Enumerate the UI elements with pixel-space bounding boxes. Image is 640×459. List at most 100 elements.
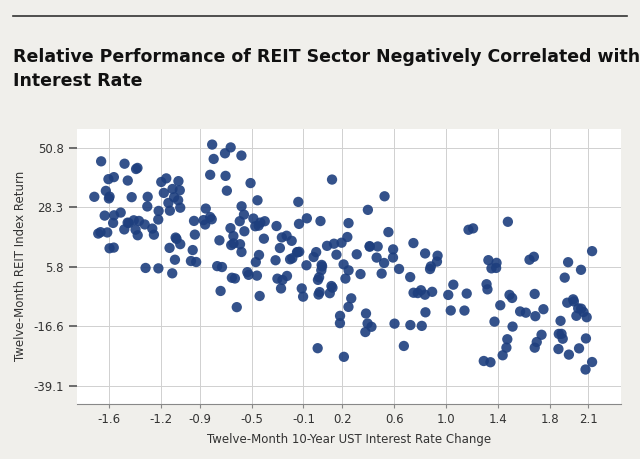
Point	[365, 243, 375, 251]
Point	[108, 219, 118, 227]
Point	[154, 207, 164, 215]
Point	[379, 259, 389, 267]
Point	[175, 187, 185, 194]
Point	[501, 344, 511, 351]
Point	[420, 291, 430, 298]
Point	[388, 246, 398, 253]
Point	[123, 177, 133, 184]
Point	[530, 313, 540, 320]
Point	[515, 308, 525, 315]
Point	[329, 240, 339, 247]
Point	[376, 270, 387, 277]
Point	[89, 193, 99, 201]
Point	[104, 195, 114, 202]
Point	[317, 263, 327, 270]
Point	[191, 258, 201, 266]
Point	[254, 252, 264, 259]
Point	[481, 280, 492, 288]
Point	[170, 234, 180, 241]
Point	[340, 275, 351, 282]
Point	[308, 253, 319, 261]
Point	[232, 303, 242, 311]
Point	[344, 219, 354, 227]
Point	[109, 212, 119, 219]
Point	[335, 312, 345, 319]
Point	[149, 231, 159, 238]
Point	[225, 144, 236, 151]
Point	[405, 321, 415, 329]
Point	[161, 175, 172, 182]
Point	[252, 272, 262, 280]
Point	[529, 290, 540, 297]
Point	[205, 171, 215, 179]
Point	[175, 204, 186, 211]
Point	[147, 225, 157, 232]
Point	[301, 215, 312, 222]
Point	[562, 299, 572, 307]
Point	[461, 290, 472, 297]
Point	[569, 298, 579, 305]
Point	[582, 313, 592, 321]
Point	[172, 235, 182, 243]
Point	[394, 265, 404, 273]
Point	[504, 291, 515, 298]
Point	[216, 287, 226, 295]
Point	[153, 216, 163, 223]
Point	[479, 357, 489, 364]
Point	[173, 178, 184, 185]
Point	[363, 206, 373, 213]
Point	[120, 160, 130, 168]
Point	[371, 254, 381, 261]
X-axis label: Twelve-Month 10-Year UST Interest Rate Change: Twelve-Month 10-Year UST Interest Rate C…	[207, 433, 491, 446]
Point	[93, 230, 104, 237]
Point	[491, 264, 501, 272]
Point	[296, 285, 307, 292]
Point	[337, 239, 347, 246]
Point	[343, 303, 353, 311]
Point	[96, 157, 106, 165]
Point	[207, 216, 217, 223]
Point	[389, 320, 399, 327]
Point	[327, 284, 337, 291]
Point	[132, 232, 143, 239]
Point	[217, 263, 227, 271]
Point	[282, 272, 292, 280]
Point	[463, 226, 474, 234]
Point	[557, 335, 568, 342]
Point	[292, 249, 303, 256]
Point	[383, 229, 394, 236]
Point	[408, 240, 419, 247]
Point	[170, 256, 180, 263]
Point	[587, 247, 597, 255]
Point	[292, 248, 302, 256]
Point	[399, 342, 409, 350]
Point	[132, 164, 143, 172]
Point	[495, 302, 506, 309]
Point	[186, 257, 196, 265]
Point	[156, 178, 166, 185]
Point	[355, 270, 365, 278]
Point	[250, 223, 260, 230]
Point	[351, 251, 362, 258]
Point	[236, 202, 246, 210]
Point	[572, 312, 582, 319]
Point	[230, 275, 240, 282]
Point	[425, 265, 435, 273]
Point	[579, 308, 589, 316]
Point	[316, 267, 326, 274]
Point	[335, 319, 345, 327]
Point	[405, 274, 415, 281]
Point	[245, 179, 255, 187]
Point	[360, 328, 371, 336]
Point	[576, 266, 586, 274]
Point	[576, 305, 586, 312]
Point	[426, 263, 436, 270]
Point	[109, 244, 119, 251]
Point	[271, 257, 281, 264]
Point	[492, 259, 502, 267]
Point	[507, 294, 517, 302]
Point	[532, 338, 542, 346]
Point	[448, 281, 458, 288]
Point	[275, 244, 285, 252]
Point	[242, 269, 252, 276]
